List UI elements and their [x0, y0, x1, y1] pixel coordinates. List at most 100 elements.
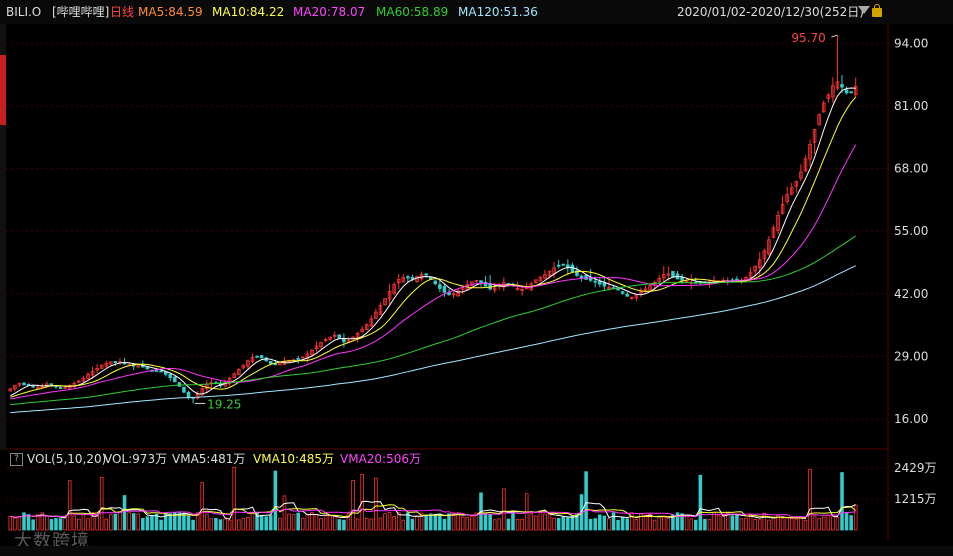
volume-bar — [492, 519, 497, 531]
volume-bar — [470, 515, 474, 531]
volume-bar — [707, 518, 712, 531]
ma10-label: MA10:84.22 — [212, 5, 285, 19]
volume-header: ? VOL(5,10,20) VOL:973万 VMA5:481万 VMA10:… — [0, 450, 890, 468]
volume-bar — [54, 518, 58, 531]
help-icon[interactable]: ? — [10, 453, 23, 466]
volume-bar — [497, 518, 502, 531]
volume-bar — [131, 513, 136, 531]
volume-bar — [369, 518, 374, 531]
candle-body — [259, 355, 264, 359]
volume-bar — [8, 516, 13, 531]
period-label[interactable]: 日线 — [110, 5, 135, 19]
volume-bar — [543, 513, 547, 531]
volume-bar — [319, 518, 323, 531]
candle-body — [561, 263, 566, 266]
volume-bar — [282, 495, 287, 531]
volume-bar — [826, 514, 831, 531]
volume-bar — [447, 513, 451, 531]
volume-bar — [643, 514, 648, 531]
volume-bar — [735, 513, 739, 531]
volume-bar — [451, 512, 456, 531]
volume-bar — [237, 519, 241, 531]
volume-bar — [159, 519, 163, 531]
candle-body — [639, 291, 643, 294]
volume-bar — [195, 512, 200, 531]
volume-bar — [840, 472, 844, 531]
candle-body — [575, 270, 579, 276]
volume-bar — [268, 515, 273, 531]
volume-bar — [598, 514, 602, 531]
volume-bar — [584, 471, 588, 531]
volume-bar — [607, 518, 611, 531]
volume-bar — [104, 518, 109, 531]
volume-bar — [483, 513, 488, 531]
candle-body — [13, 384, 17, 390]
volume-bar — [360, 473, 364, 531]
volume-bar — [122, 495, 127, 531]
volume-bar — [721, 514, 725, 531]
candle-body — [109, 361, 113, 365]
volume-value: VOL:973万 — [104, 452, 168, 466]
candle-body — [136, 365, 141, 368]
candle-body — [579, 275, 584, 279]
volume-bar — [785, 517, 789, 531]
candle-body — [543, 274, 547, 279]
lock-icon[interactable] — [872, 4, 882, 17]
volume-bar — [255, 513, 259, 531]
candle-body — [314, 345, 319, 350]
volume-bar — [415, 515, 419, 531]
volume-bar — [17, 515, 22, 531]
volume-bar — [547, 513, 552, 531]
volume-bar — [383, 513, 387, 531]
volume-bar — [808, 469, 812, 531]
price-tick-label: 16.00 — [894, 412, 928, 426]
volume-bar — [657, 516, 661, 531]
candle-body — [433, 280, 438, 285]
volume-bar — [310, 512, 314, 531]
candle-body — [383, 298, 387, 306]
volume-bar — [227, 519, 232, 531]
volume-bar — [182, 513, 186, 531]
vma10-label: VMA10:485万 — [253, 452, 334, 466]
volume-tick-label: 2429万 — [894, 461, 937, 475]
volume-bar — [488, 514, 492, 531]
volume-bar — [465, 516, 470, 531]
volume-bar — [529, 512, 534, 531]
volume-bar — [739, 518, 744, 531]
volume-bar — [150, 514, 154, 531]
candle-body — [456, 290, 460, 297]
volume-bar — [209, 518, 214, 531]
volume-bar — [625, 518, 629, 531]
volume-bar — [81, 514, 86, 531]
volume-bar — [671, 514, 675, 531]
candle-body — [853, 86, 858, 96]
candle-body — [630, 296, 634, 299]
volume-bar — [561, 516, 566, 531]
volume-bar — [831, 514, 835, 531]
volume-bar — [241, 518, 246, 531]
candle-body — [387, 291, 392, 300]
candle-body — [479, 280, 483, 283]
volume-bar — [49, 519, 54, 531]
ma10-line — [10, 96, 857, 398]
candle-body — [442, 286, 447, 293]
volume-bar — [762, 512, 767, 531]
volume-bar — [817, 518, 821, 531]
volume-bar — [438, 513, 442, 531]
volume-bar — [570, 515, 575, 531]
candle-body — [625, 293, 629, 297]
dropdown-arrow-icon[interactable] — [858, 6, 870, 14]
volume-bar — [771, 517, 776, 531]
volume-bar — [22, 512, 26, 531]
left-red-tab[interactable] — [0, 55, 6, 125]
volume-bar — [433, 513, 438, 531]
volume-bar — [177, 512, 182, 531]
vma20-line — [10, 508, 856, 518]
candle-body — [492, 287, 497, 291]
candle-body — [232, 373, 236, 379]
volume-bar — [67, 480, 72, 531]
volume-bar — [634, 519, 639, 531]
volume-bar — [332, 516, 337, 531]
candle-body — [570, 264, 575, 273]
volume-bar — [300, 517, 305, 531]
